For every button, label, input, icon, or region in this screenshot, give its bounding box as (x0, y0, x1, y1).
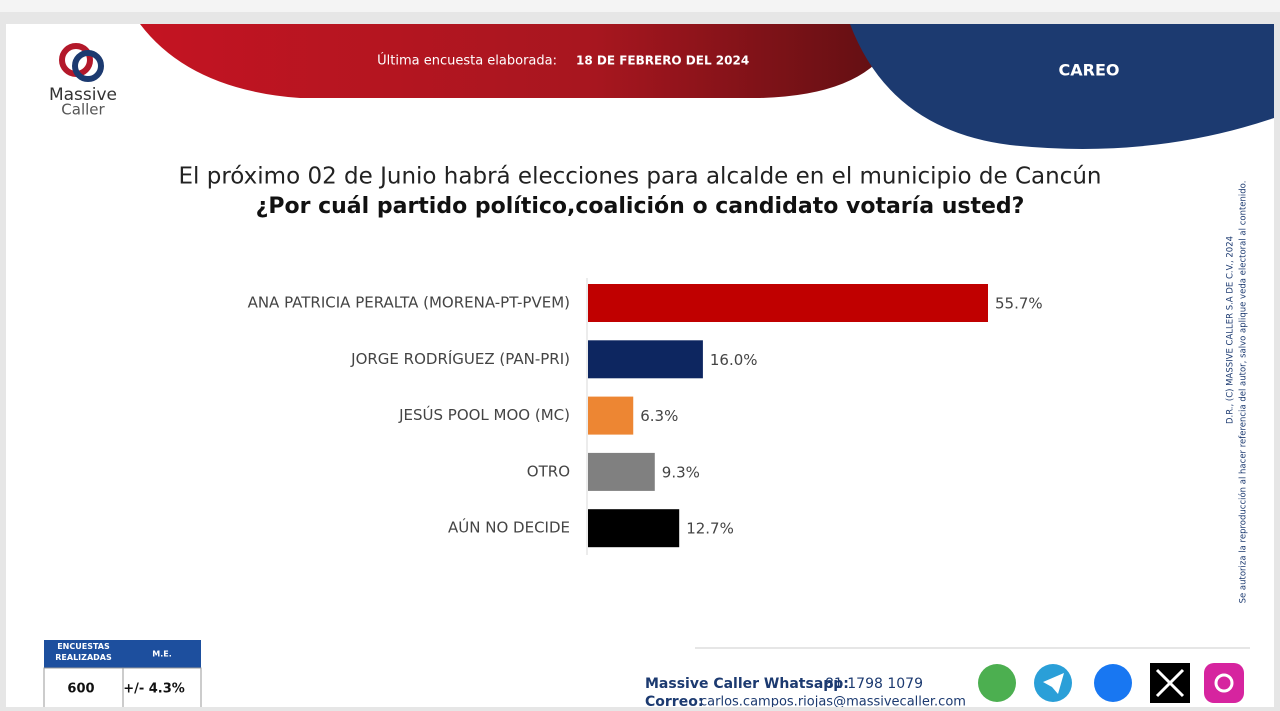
logo-text: Massive (49, 85, 117, 105)
instagram-icon[interactable] (1204, 663, 1244, 703)
table-header-text: M.E. (152, 650, 172, 659)
table-header-cell: ENCUESTAS REALIZADAS (55, 642, 112, 662)
instagram-glyph (1214, 673, 1234, 693)
whatsapp-icon[interactable] (978, 664, 1016, 702)
sample-table: ENCUESTAS REALIZADAS M.E. 600 +/- 4.3% (43, 640, 202, 709)
chart-subtitle: ¿Por cuál partido político,coalición o c… (256, 194, 1025, 219)
table-cell: +/- 4.3% (123, 682, 185, 697)
value-label: 55.7% (995, 295, 1043, 313)
value-label: 12.7% (686, 520, 734, 538)
footer-label: Massive Caller Whatsapp: (645, 676, 849, 692)
survey-label: Última encuesta elaborada: (377, 53, 557, 69)
logo: Massive Caller (49, 43, 117, 119)
category-label: JESÚS POOL MOO (MC) (398, 405, 570, 424)
value-label: 6.3% (640, 407, 678, 425)
top-strip (0, 0, 1280, 12)
logo-ring (72, 50, 104, 82)
facebook-icon[interactable] (1094, 664, 1132, 702)
logo-text: Caller (61, 101, 105, 119)
table-header-text: ENCUESTAS REALIZADAS (55, 642, 112, 662)
footer-label: Correo: (645, 694, 703, 707)
table-header (44, 640, 201, 668)
x-glyph (1155, 668, 1185, 698)
legal-text: D.R., (C) MASSIVE CALLER S.A DE C.V., 20… (1226, 236, 1236, 424)
footer-value: 81 1798 1079 (825, 676, 923, 692)
header-swoosh (140, 24, 900, 98)
header-tag: CAREO (1059, 61, 1120, 80)
bar (588, 509, 680, 548)
footer-value: carlos.campos.riojas@massivecaller.com (700, 695, 966, 708)
value-label: 16.0% (710, 351, 758, 369)
bar (588, 396, 634, 435)
table-cell: 600 (67, 682, 94, 697)
bar (588, 284, 988, 322)
legal-text: Se autoriza la reproducción al hacer ref… (1238, 181, 1249, 604)
value-label: 9.3% (662, 463, 700, 481)
category-label: AÚN NO DECIDE (448, 518, 570, 537)
telegram-glyph (1043, 673, 1064, 694)
category-label: JORGE RODRÍGUEZ (PAN-PRI) (350, 349, 570, 368)
header-corner (850, 24, 1274, 149)
category-label: ANA PATRICIA PERALTA (MORENA-PT-PVEM) (248, 294, 570, 312)
social-icons (978, 663, 1244, 703)
chart-title: El próximo 02 de Junio habrá elecciones … (179, 164, 1102, 190)
bar (588, 452, 655, 491)
category-label: OTRO (527, 462, 570, 480)
bar (588, 340, 703, 379)
survey-date: 18 DE FEBRERO DEL 2024 (576, 54, 749, 68)
